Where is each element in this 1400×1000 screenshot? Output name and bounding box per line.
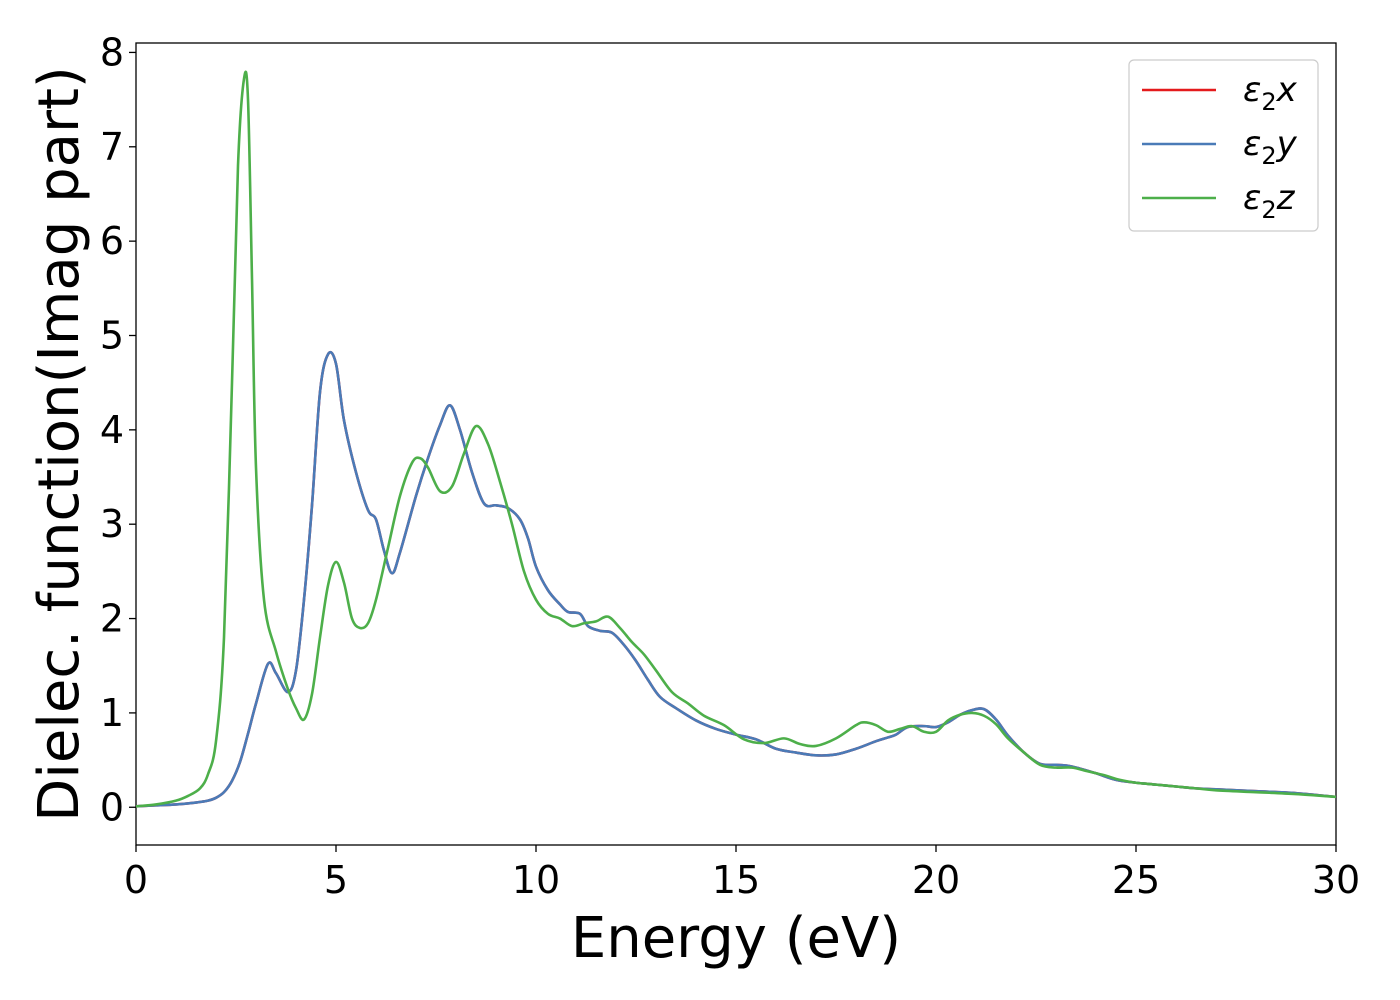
legend-label-symbol: ε (1243, 178, 1261, 218)
legend-item-y[interactable]: ε2y (1142, 124, 1298, 170)
y-tick-label: 3 (100, 502, 124, 546)
x-tick-label: 20 (912, 858, 960, 902)
legend-label-component: z (1276, 178, 1296, 218)
legend-label-component: y (1276, 124, 1298, 164)
legend-label-symbol: ε (1243, 70, 1261, 110)
legend-item-x[interactable]: ε2x (1142, 70, 1298, 116)
legend-label-component: x (1276, 70, 1298, 110)
x-axis-ticks: 0 5 10 15 20 25 30 (124, 845, 1360, 902)
series-line-y (136, 350, 1336, 808)
y-tick-label: 8 (100, 30, 124, 74)
legend-label: ε2z (1243, 178, 1296, 224)
legend-label-subscript: 2 (1261, 196, 1276, 224)
x-tick-label: 0 (124, 858, 148, 902)
series-line-x (136, 350, 1336, 808)
y-tick-label: 7 (100, 125, 124, 169)
legend-label-symbol: ε (1243, 124, 1261, 164)
legend-label-subscript: 2 (1261, 142, 1276, 170)
x-tick-label: 25 (1112, 858, 1160, 902)
x-tick-label: 10 (512, 858, 560, 902)
y-tick-label: 2 (100, 597, 124, 641)
series-layer (136, 70, 1336, 808)
y-tick-label: 1 (100, 691, 124, 735)
x-tick-label: 15 (712, 858, 760, 902)
legend-box (1128, 59, 1319, 232)
x-axis-title: Energy (eV) (571, 906, 901, 971)
y-tick-label: 6 (100, 219, 124, 263)
legend-item-z[interactable]: ε2z (1142, 178, 1296, 224)
y-axis-ticks: 0 1 2 3 4 5 6 7 8 (100, 30, 136, 829)
legend-label: ε2x (1243, 70, 1298, 116)
legend-label-subscript: 2 (1261, 88, 1276, 116)
y-axis-title: Dielec. function(Imag part) (27, 66, 92, 822)
y-tick-label: 4 (100, 408, 124, 452)
legend-label: ε2y (1243, 124, 1298, 170)
x-tick-label: 30 (1312, 858, 1360, 902)
y-tick-label: 0 (100, 785, 124, 829)
x-tick-label: 5 (324, 858, 348, 902)
series-line-z (136, 70, 1336, 808)
y-tick-label: 5 (100, 313, 124, 357)
